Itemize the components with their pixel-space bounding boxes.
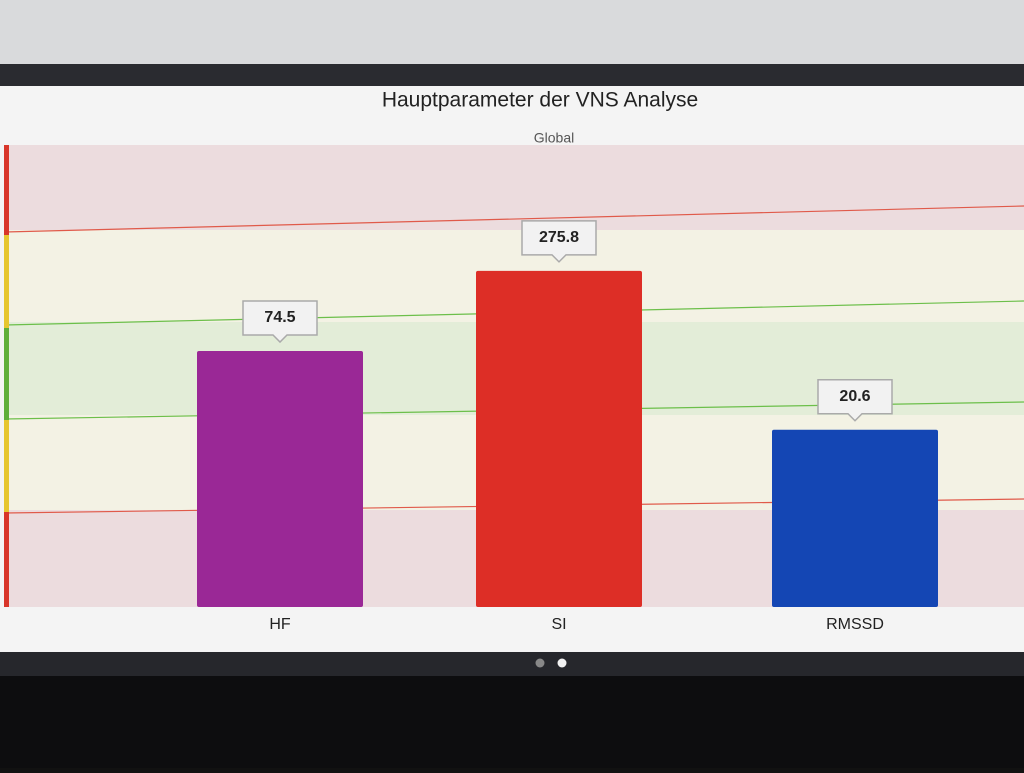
value-callout bbox=[521, 220, 597, 263]
chart-title: Hauptparameter der VNS Analyse bbox=[382, 89, 698, 112]
value-label: 275.8 bbox=[539, 229, 579, 246]
zone-line bbox=[4, 205, 1024, 233]
zone-strip bbox=[4, 328, 9, 420]
value-label: 74.5 bbox=[264, 309, 295, 326]
page-bar bbox=[0, 652, 1024, 676]
page-dot[interactable] bbox=[557, 658, 567, 668]
x-tick-label: HF bbox=[269, 616, 291, 633]
value-label: 20.6 bbox=[839, 388, 870, 405]
zone-strip bbox=[4, 145, 9, 235]
bar bbox=[772, 429, 938, 607]
zone-strip bbox=[4, 512, 9, 607]
bar bbox=[476, 270, 642, 607]
x-tick-label: RMSSD bbox=[826, 616, 884, 633]
zone-strip bbox=[4, 420, 9, 512]
wall bbox=[0, 0, 1024, 64]
page-dot[interactable] bbox=[535, 658, 545, 668]
value-callout bbox=[817, 378, 893, 422]
x-tick-label: SI bbox=[551, 616, 566, 633]
chart-subtitle: Global bbox=[534, 130, 574, 146]
zone-strip bbox=[4, 235, 9, 328]
value-callout bbox=[242, 300, 318, 344]
zone-red bbox=[5, 145, 1024, 230]
bezel-top bbox=[0, 64, 1024, 86]
bar bbox=[197, 351, 363, 607]
